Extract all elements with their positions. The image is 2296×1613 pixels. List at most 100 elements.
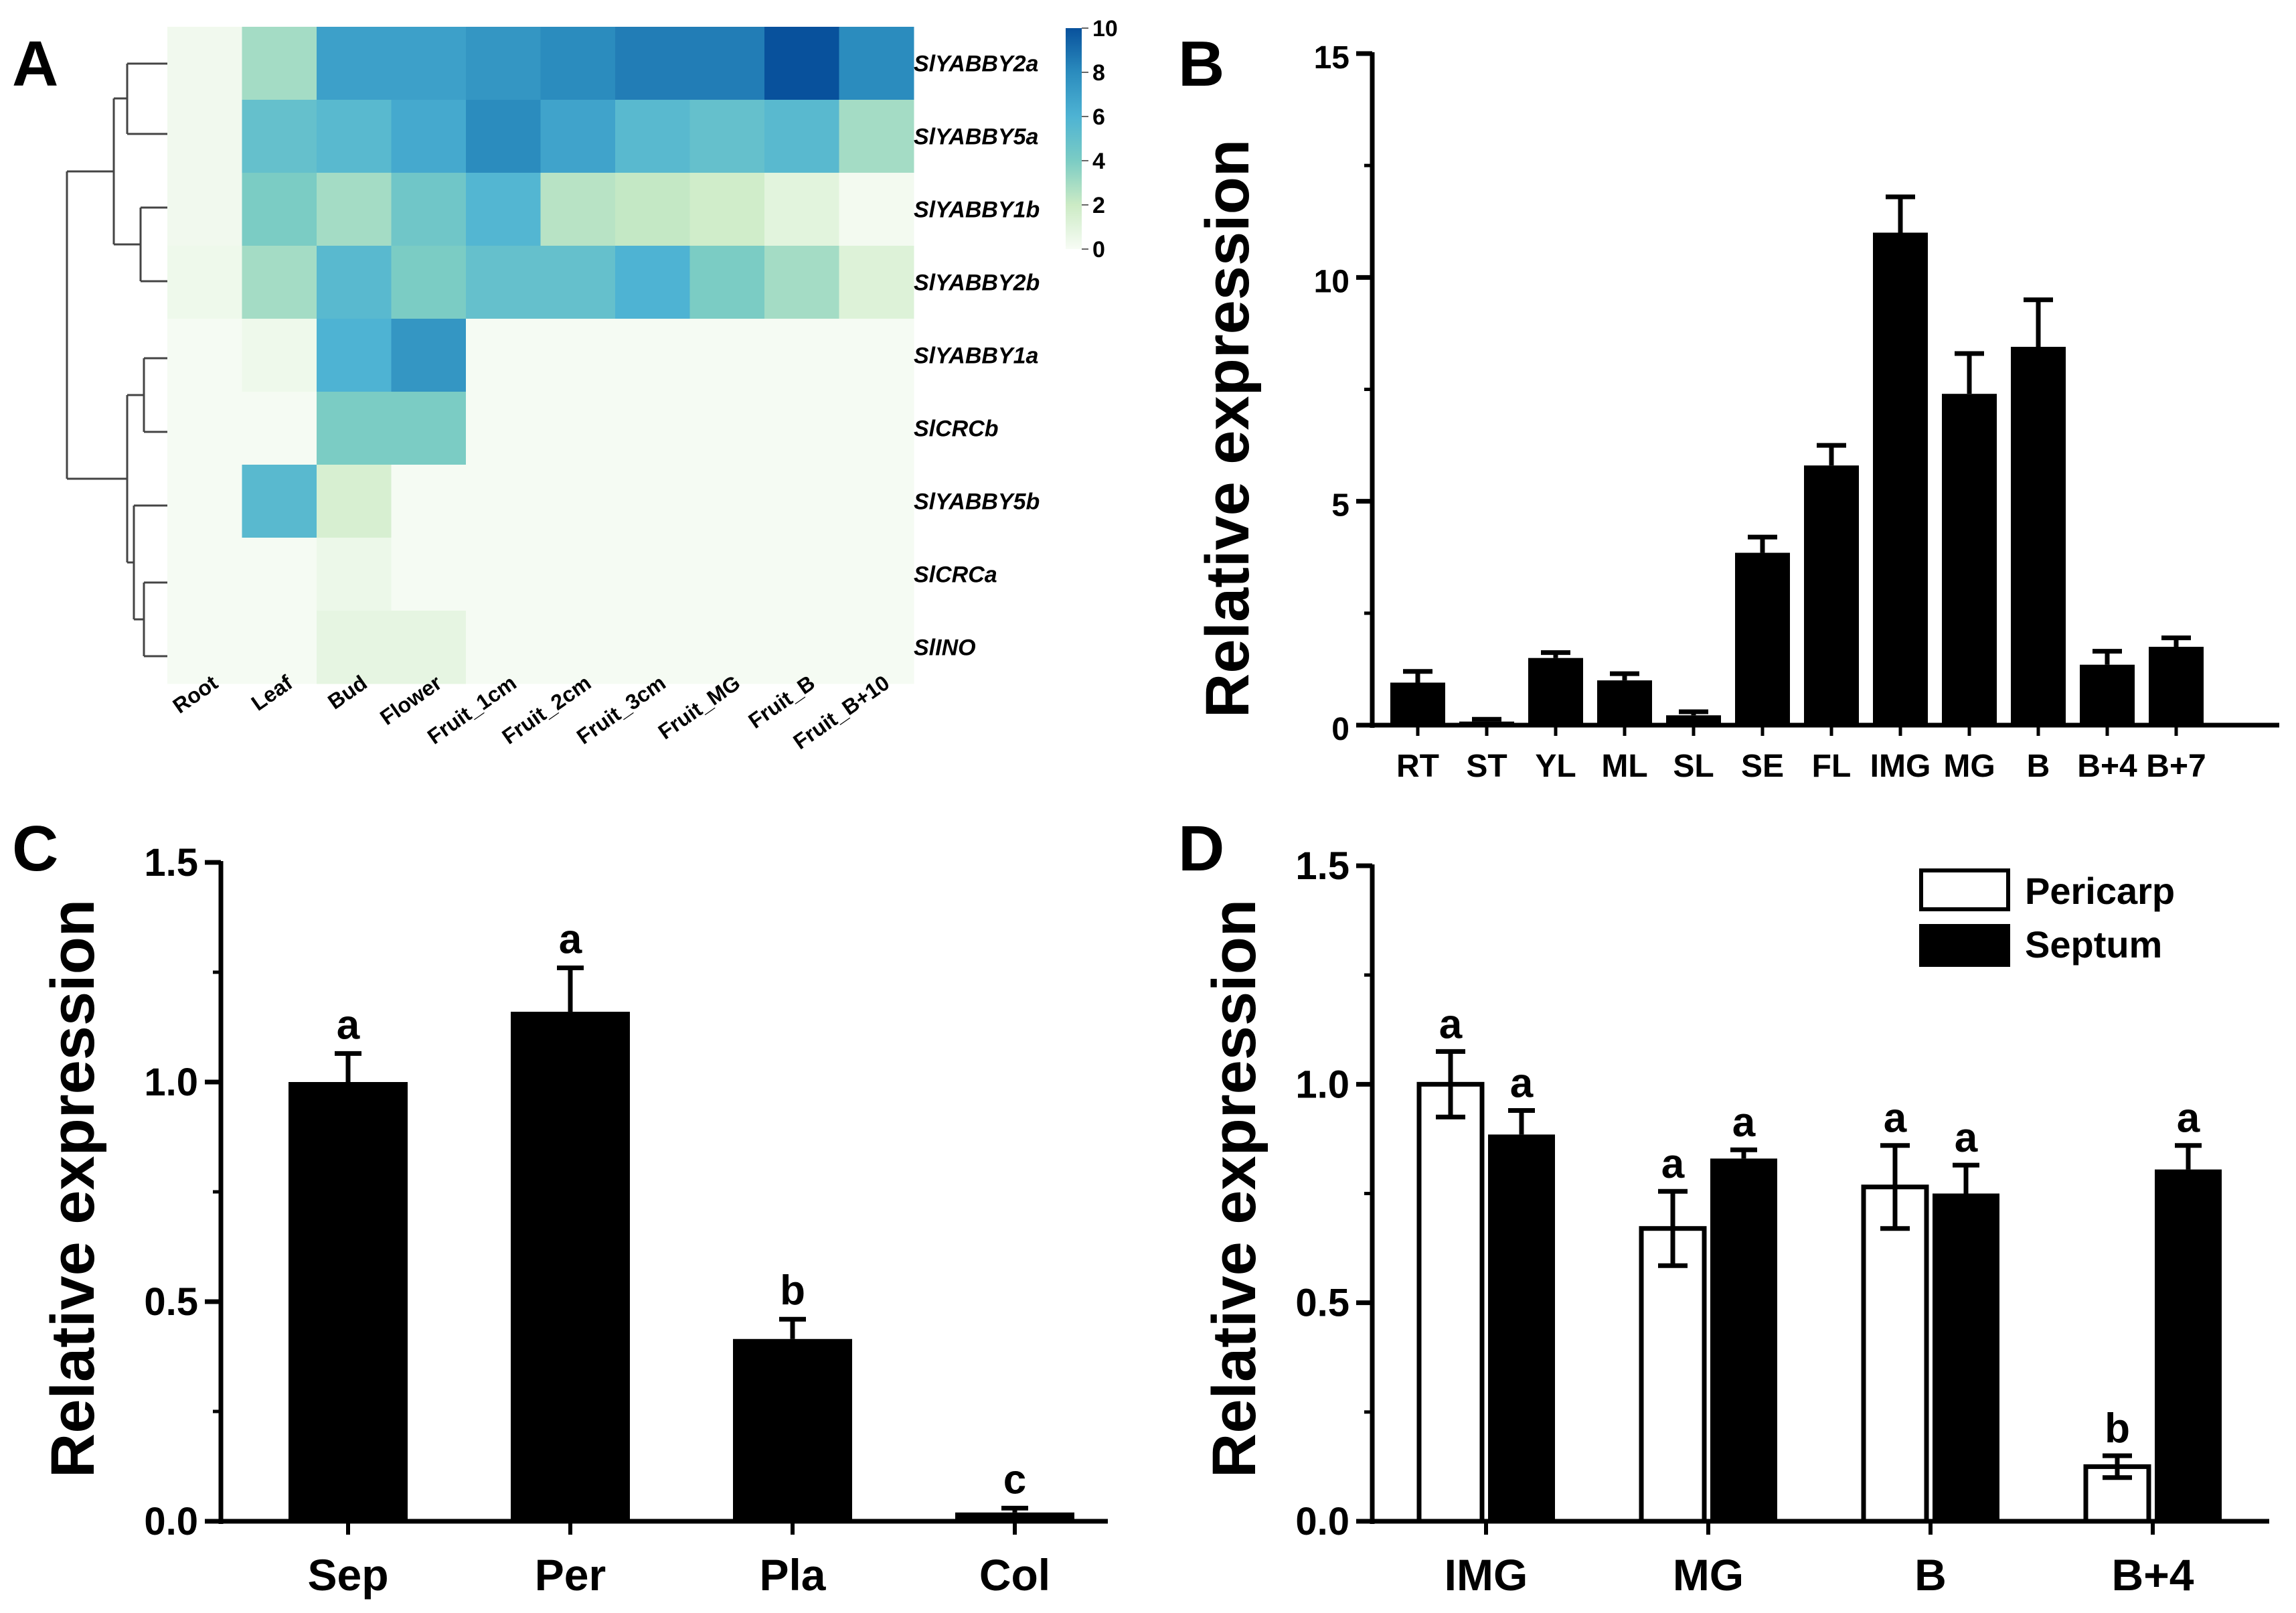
significance-label: a: [1510, 1060, 1534, 1106]
colorbar-gradient: [1066, 28, 1082, 249]
heatmap-cell: [540, 392, 616, 465]
heatmap-cell: [839, 392, 914, 465]
heatmap-cell: [615, 611, 690, 684]
heatmap-cell: [391, 173, 467, 246]
gene-labels: SlYABBY2a SlYABBY5a SlYABBY1b SlYABBY2b SlYA…: [914, 52, 1040, 661]
heatmap-cell: [242, 100, 317, 173]
panel-label-d: D: [1178, 813, 1224, 885]
x-tick-label: Per: [535, 1550, 606, 1600]
heatmap-cell: [242, 611, 317, 684]
bar: [955, 1512, 1074, 1521]
heatmap-cell: [317, 100, 392, 173]
heatmap-cell: [764, 538, 839, 611]
heatmap-cell: [839, 246, 914, 319]
heatmap-cell: [466, 173, 541, 246]
y-tick-label: 0.0: [1295, 1500, 1349, 1543]
significance-label: c: [1003, 1456, 1026, 1503]
dendrogram-branch: [143, 357, 167, 433]
colorbar-tick-label: 10: [1092, 16, 1118, 42]
gene-label: SlYABBY5a: [914, 125, 1038, 150]
y-tick-label: 0.5: [1295, 1282, 1349, 1325]
bar: [2149, 646, 2204, 725]
heatmap-cell: [764, 100, 839, 173]
colorbar-tick-label: 6: [1092, 104, 1105, 130]
heatmap-cell: [466, 246, 541, 319]
x-tick-label: MG: [1943, 749, 1995, 784]
y-tick-label: 1.5: [144, 841, 198, 885]
bar: [289, 1082, 408, 1521]
bar: [1735, 552, 1790, 725]
heatmap-cell: [167, 173, 242, 246]
y-axis-title-b: Relative expression: [1194, 139, 1262, 718]
heatmap-cell: [391, 392, 467, 465]
colorbar-tick-label: 4: [1092, 149, 1105, 174]
significance-label: a: [1439, 1001, 1463, 1047]
bar-pericarp: [1639, 1226, 1707, 1524]
legend-d: Pericarp Septum: [1919, 868, 2175, 967]
heatmap-cell: [540, 319, 616, 392]
heatmap-cell: [615, 319, 690, 392]
significance-label: a: [559, 916, 582, 962]
significance-label: b: [2105, 1405, 2130, 1452]
bar-septum: [1710, 1158, 1777, 1521]
bar: [2080, 664, 2135, 725]
gene-label: SlYABBY1b: [914, 198, 1040, 223]
dendrogram-branch: [66, 170, 127, 480]
colorbar-tick-label: 8: [1092, 60, 1105, 86]
heatmap-cell: [540, 538, 616, 611]
heatmap-cell: [317, 538, 392, 611]
significance-label: a: [2177, 1095, 2200, 1142]
panel-label-c: C: [12, 813, 58, 885]
heatmap-cell: [317, 173, 392, 246]
significance-label: b: [780, 1268, 805, 1314]
x-tick-label: B+4: [2112, 1550, 2194, 1600]
heatmap-cell: [689, 465, 765, 538]
heatmap-cell: [167, 392, 242, 465]
colorbar: 10 8 6 4 2 0: [1066, 16, 1118, 262]
heatmap-cell: [764, 465, 839, 538]
heatmap-cell: [839, 538, 914, 611]
heatmap-cell: [615, 27, 690, 100]
heatmap-cell: [466, 392, 541, 465]
x-tick-label: YL: [1535, 749, 1576, 784]
heatmap-cell: [466, 319, 541, 392]
bar-chart-d: Relative expression 0.00.51.01.5 aaIMGaa…: [1200, 844, 2269, 1600]
gene-label: SlYABBY2b: [914, 271, 1040, 296]
heatmap-cell: [615, 100, 690, 173]
y-tick-label: 0.0: [144, 1500, 198, 1543]
bar-septum: [1488, 1134, 1555, 1521]
gene-label: SlCRCa: [914, 562, 997, 588]
bars-c: a Sep a Per b Pla c Col: [289, 916, 1074, 1600]
y-tick-label: 1.0: [1295, 1063, 1349, 1106]
heatmap-cell: [317, 611, 392, 684]
bar-pericarp: [1861, 1184, 1929, 1524]
heatmap-cell: [391, 465, 467, 538]
heatmap-cell: [764, 392, 839, 465]
heatmap-cell: [242, 246, 317, 319]
heatmap-cell: [391, 246, 467, 319]
bar: [1804, 465, 1859, 725]
heatmap-cell: [242, 465, 317, 538]
colorbar-tick-label: 2: [1092, 193, 1105, 218]
legend-swatch-pericarp: [1919, 868, 2010, 911]
heatmap-cell: [839, 611, 914, 684]
heatmap-cell: [540, 100, 616, 173]
significance-label: a: [337, 1002, 360, 1048]
x-tick-label: IMG: [1445, 1550, 1528, 1600]
y-tick-label: 0: [1331, 712, 1349, 747]
bars-d: a a IMG a a MG a a Bb a B+4: [1416, 1001, 2222, 1600]
bar: [1873, 232, 1928, 725]
bar-pericarp: [1416, 1081, 1485, 1524]
heatmap-cell: [317, 392, 392, 465]
heatmap-cell: [466, 465, 541, 538]
heatmap-cell: [540, 246, 616, 319]
row-dendrogram: [66, 62, 167, 658]
dendrogram-branch: [143, 581, 167, 658]
heatmap-cell: [242, 538, 317, 611]
x-tick-label: ML: [1601, 749, 1647, 784]
heatmap-cell: [839, 319, 914, 392]
heatmap-cell: [689, 392, 765, 465]
heatmap-cell: [689, 319, 765, 392]
bar: [1390, 682, 1445, 725]
x-tick-label: B+4: [2077, 749, 2137, 784]
